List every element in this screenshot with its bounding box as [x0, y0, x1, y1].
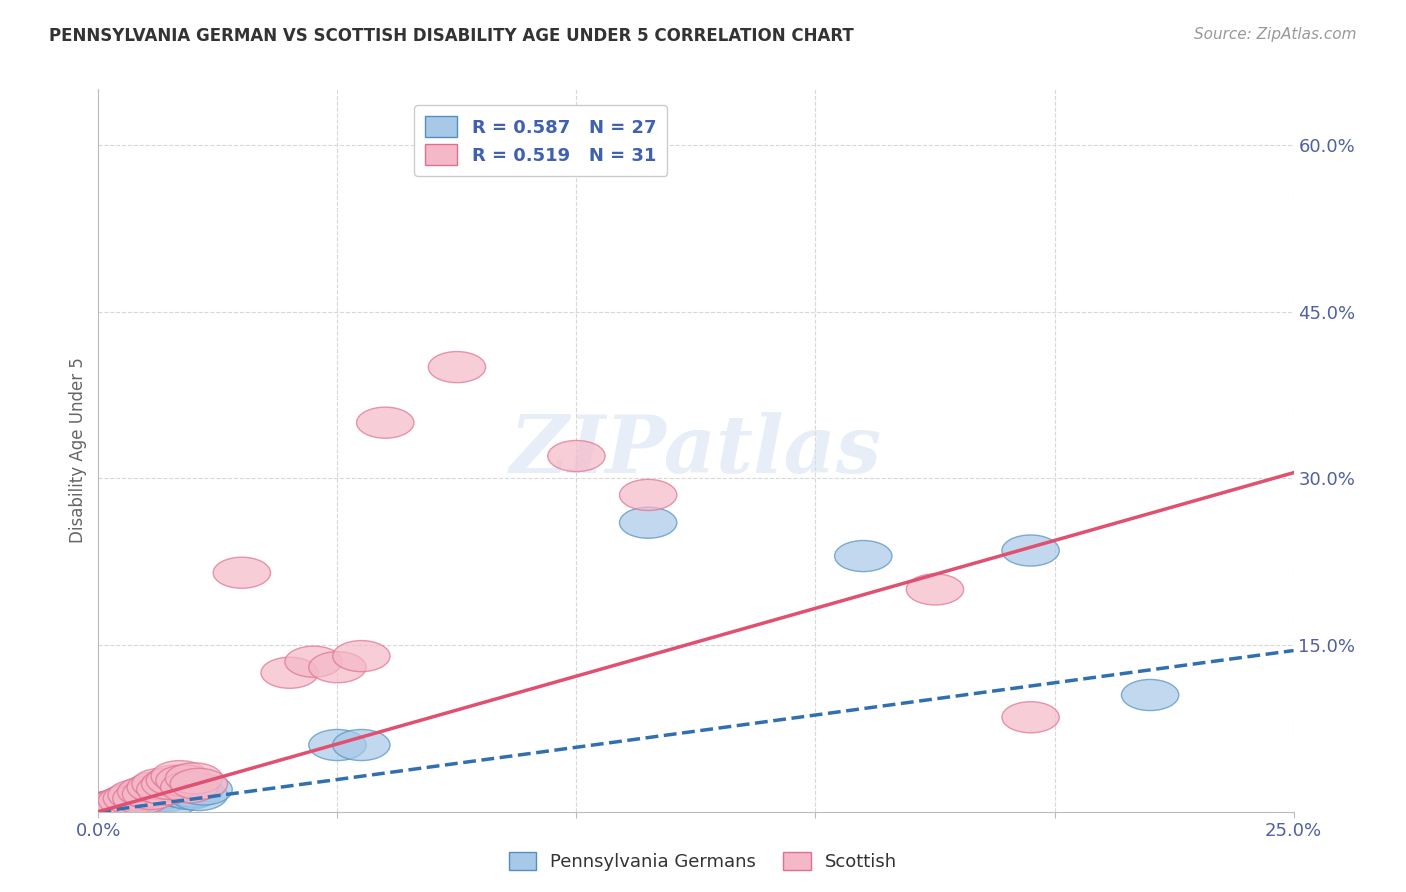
- Ellipse shape: [156, 774, 214, 805]
- Text: ZIPatlas: ZIPatlas: [510, 412, 882, 489]
- Ellipse shape: [1122, 680, 1178, 711]
- Legend: R = 0.587   N = 27, R = 0.519   N = 31: R = 0.587 N = 27, R = 0.519 N = 31: [413, 105, 668, 176]
- Ellipse shape: [262, 657, 318, 689]
- Ellipse shape: [127, 776, 184, 807]
- Ellipse shape: [333, 640, 389, 672]
- Ellipse shape: [79, 792, 136, 822]
- Ellipse shape: [170, 780, 228, 811]
- Ellipse shape: [89, 792, 146, 822]
- Y-axis label: Disability Age Under 5: Disability Age Under 5: [69, 358, 87, 543]
- Ellipse shape: [835, 541, 891, 572]
- Ellipse shape: [1002, 702, 1059, 733]
- Ellipse shape: [136, 780, 194, 812]
- Ellipse shape: [142, 785, 198, 816]
- Ellipse shape: [108, 780, 166, 811]
- Ellipse shape: [357, 407, 413, 438]
- Ellipse shape: [548, 441, 605, 472]
- Ellipse shape: [1002, 535, 1059, 566]
- Ellipse shape: [285, 646, 342, 677]
- Ellipse shape: [146, 765, 204, 797]
- Ellipse shape: [160, 772, 218, 803]
- Ellipse shape: [94, 788, 150, 818]
- Ellipse shape: [122, 783, 180, 814]
- Ellipse shape: [142, 768, 198, 799]
- Text: PENNSYLVANIA GERMAN VS SCOTTISH DISABILITY AGE UNDER 5 CORRELATION CHART: PENNSYLVANIA GERMAN VS SCOTTISH DISABILI…: [49, 27, 853, 45]
- Ellipse shape: [118, 776, 174, 807]
- Ellipse shape: [214, 558, 270, 589]
- Ellipse shape: [103, 785, 160, 816]
- Ellipse shape: [309, 652, 366, 682]
- Ellipse shape: [429, 351, 485, 383]
- Ellipse shape: [112, 783, 170, 814]
- Ellipse shape: [98, 788, 156, 818]
- Ellipse shape: [84, 790, 142, 822]
- Ellipse shape: [89, 789, 146, 821]
- Ellipse shape: [94, 789, 150, 821]
- Ellipse shape: [136, 774, 194, 805]
- Ellipse shape: [156, 765, 214, 797]
- Ellipse shape: [103, 783, 160, 814]
- Ellipse shape: [122, 779, 180, 810]
- Text: Source: ZipAtlas.com: Source: ZipAtlas.com: [1194, 27, 1357, 42]
- Ellipse shape: [333, 730, 389, 761]
- Ellipse shape: [132, 779, 190, 810]
- Ellipse shape: [98, 785, 156, 816]
- Ellipse shape: [166, 763, 222, 794]
- Ellipse shape: [166, 776, 222, 807]
- Ellipse shape: [118, 780, 174, 811]
- Ellipse shape: [79, 793, 136, 824]
- Ellipse shape: [127, 772, 184, 803]
- Ellipse shape: [170, 768, 228, 799]
- Ellipse shape: [84, 790, 142, 822]
- Ellipse shape: [309, 730, 366, 761]
- Ellipse shape: [132, 768, 190, 799]
- Ellipse shape: [108, 789, 166, 820]
- Ellipse shape: [160, 779, 218, 810]
- Ellipse shape: [620, 508, 676, 538]
- Ellipse shape: [620, 479, 676, 510]
- Ellipse shape: [174, 774, 232, 805]
- Ellipse shape: [112, 783, 170, 814]
- Legend: Pennsylvania Germans, Scottish: Pennsylvania Germans, Scottish: [502, 845, 904, 879]
- Ellipse shape: [150, 761, 208, 792]
- Ellipse shape: [150, 776, 208, 807]
- Ellipse shape: [146, 772, 204, 803]
- Ellipse shape: [907, 574, 963, 605]
